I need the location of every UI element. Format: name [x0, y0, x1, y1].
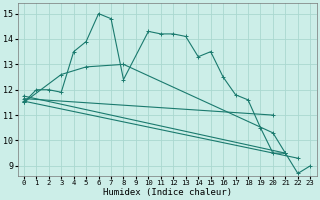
X-axis label: Humidex (Indice chaleur): Humidex (Indice chaleur): [103, 188, 232, 197]
